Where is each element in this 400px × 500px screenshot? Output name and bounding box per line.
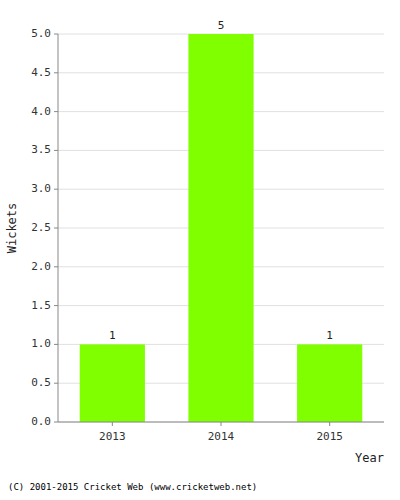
bar <box>80 344 145 422</box>
data-label: 1 <box>109 329 116 342</box>
y-tick-label: 5.0 <box>31 27 51 40</box>
y-tick-label: 4.5 <box>31 66 51 79</box>
x-axis-label: Year <box>355 451 384 465</box>
x-tick <box>112 422 113 426</box>
x-tick <box>329 422 330 426</box>
y-axis-label: Wickets <box>5 203 19 254</box>
y-tick-label: 0.0 <box>31 415 51 428</box>
grid <box>58 34 384 422</box>
y-tick-label: 3.5 <box>31 143 51 156</box>
chart-container: 0.0 0.5 1.0 1.5 2.0 2.5 3.0 3.5 4.0 4.5 5.0 2013 201… <box>0 0 400 500</box>
y-tick <box>54 111 58 112</box>
x-tick-label: 2014 <box>208 430 235 443</box>
y-tick-label: 4.0 <box>31 105 51 118</box>
y-tick-label: 1.0 <box>31 337 51 350</box>
chart: 0.0 0.5 1.0 1.5 2.0 2.5 3.0 3.5 4.0 4.5 5.0 2013 201… <box>0 0 400 500</box>
footer-text: (C) 2001-2015 Cricket Web (www.cricketwe… <box>8 482 257 492</box>
y-tick <box>54 266 58 267</box>
y-tick-label: 1.5 <box>31 299 51 312</box>
bar <box>188 34 253 422</box>
x-tick-label: 2013 <box>99 430 126 443</box>
data-label: 1 <box>326 329 333 342</box>
x-tick-label: 2015 <box>316 430 343 443</box>
y-tick-label: 0.5 <box>31 376 51 389</box>
axes: 0.0 0.5 1.0 1.5 2.0 2.5 3.0 3.5 4.0 4.5 5.0 2013 201… <box>31 27 384 443</box>
bars <box>80 34 363 422</box>
y-tick <box>54 305 58 306</box>
y-tick <box>54 383 58 384</box>
y-tick <box>54 150 58 151</box>
y-tick <box>54 72 58 73</box>
y-tick <box>54 189 58 190</box>
y-tick-label: 2.5 <box>31 221 51 234</box>
y-tick <box>54 344 58 345</box>
y-tick <box>54 422 58 423</box>
y-tick-label: 2.0 <box>31 260 51 273</box>
y-tick <box>54 34 58 35</box>
x-tick <box>221 422 222 426</box>
bar <box>297 344 362 422</box>
data-labels: 1 5 1 <box>109 19 333 342</box>
y-tick-label: 3.0 <box>31 182 51 195</box>
data-label: 5 <box>218 19 225 32</box>
y-tick <box>54 228 58 229</box>
